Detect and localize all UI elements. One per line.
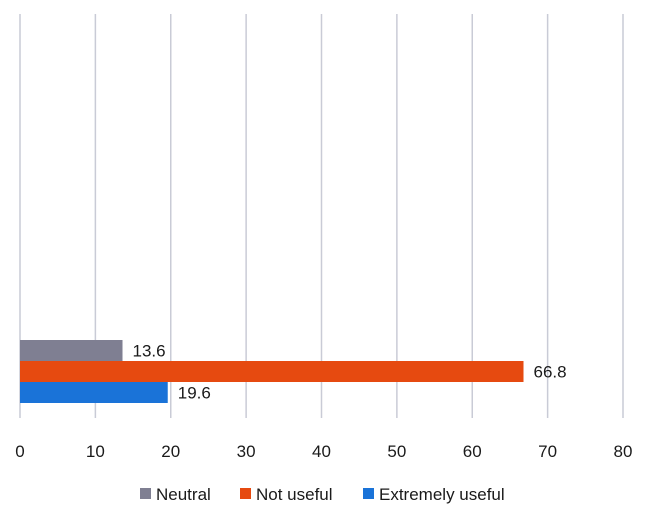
data-label: 19.6 xyxy=(178,384,211,403)
legend: Neutral Not useful Extremely useful xyxy=(140,485,505,504)
legend-label: Not useful xyxy=(256,485,333,504)
x-tick-label: 70 xyxy=(538,442,557,461)
x-tick-label: 0 xyxy=(15,442,24,461)
bar-extremely-useful xyxy=(20,382,168,403)
x-tick-label: 10 xyxy=(86,442,105,461)
legend-swatch xyxy=(240,488,251,499)
x-tick-label: 20 xyxy=(161,442,180,461)
x-tick-label: 40 xyxy=(312,442,331,461)
data-label: 13.6 xyxy=(133,342,166,361)
x-tick-label: 50 xyxy=(387,442,406,461)
legend-swatch xyxy=(363,488,374,499)
bar-not-useful xyxy=(20,361,524,382)
legend-swatch xyxy=(140,488,151,499)
legend-label: Neutral xyxy=(156,485,211,504)
gridlines xyxy=(19,14,624,418)
x-axis-ticks: 0 10 20 30 40 50 60 70 80 xyxy=(15,442,632,461)
x-tick-label: 60 xyxy=(463,442,482,461)
data-label: 66.8 xyxy=(534,363,567,382)
bars xyxy=(20,340,524,403)
x-tick-label: 30 xyxy=(237,442,256,461)
x-tick-label: 80 xyxy=(614,442,633,461)
bar-neutral xyxy=(20,340,123,361)
legend-label: Extremely useful xyxy=(379,485,505,504)
data-labels: 13.6 66.8 19.6 xyxy=(133,342,567,403)
